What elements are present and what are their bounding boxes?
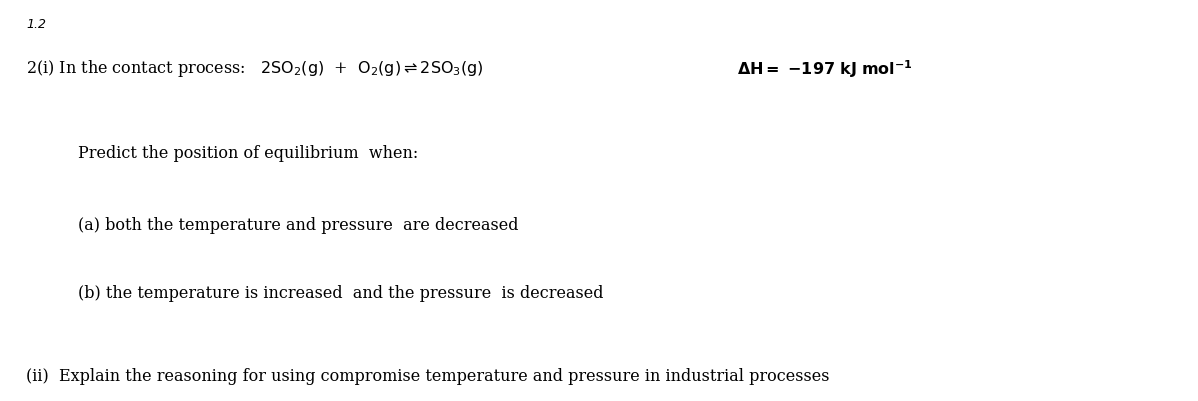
Text: (ii)  Explain the reasoning for using compromise temperature and pressure in ind: (ii) Explain the reasoning for using com…	[26, 367, 830, 384]
Text: (a) both the temperature and pressure  are decreased: (a) both the temperature and pressure ar…	[78, 217, 519, 233]
Text: $\bf{\Delta H=}$ $\bf{-197}$ $\bf{kJ\ mol^{-1}}$: $\bf{\Delta H=}$ $\bf{-197}$ $\bf{kJ\ mo…	[737, 58, 913, 80]
Text: 2(i) In the contact process:   $2\mathrm{SO_2(g)}$  +  $\mathrm{O_2(g)} \rightle: 2(i) In the contact process: $2\mathrm{S…	[26, 58, 484, 79]
Text: 1.2: 1.2	[26, 18, 47, 31]
Text: Predict the position of equilibrium  when:: Predict the position of equilibrium when…	[78, 144, 418, 161]
Text: (b) the temperature is increased  and the pressure  is decreased: (b) the temperature is increased and the…	[78, 285, 604, 302]
